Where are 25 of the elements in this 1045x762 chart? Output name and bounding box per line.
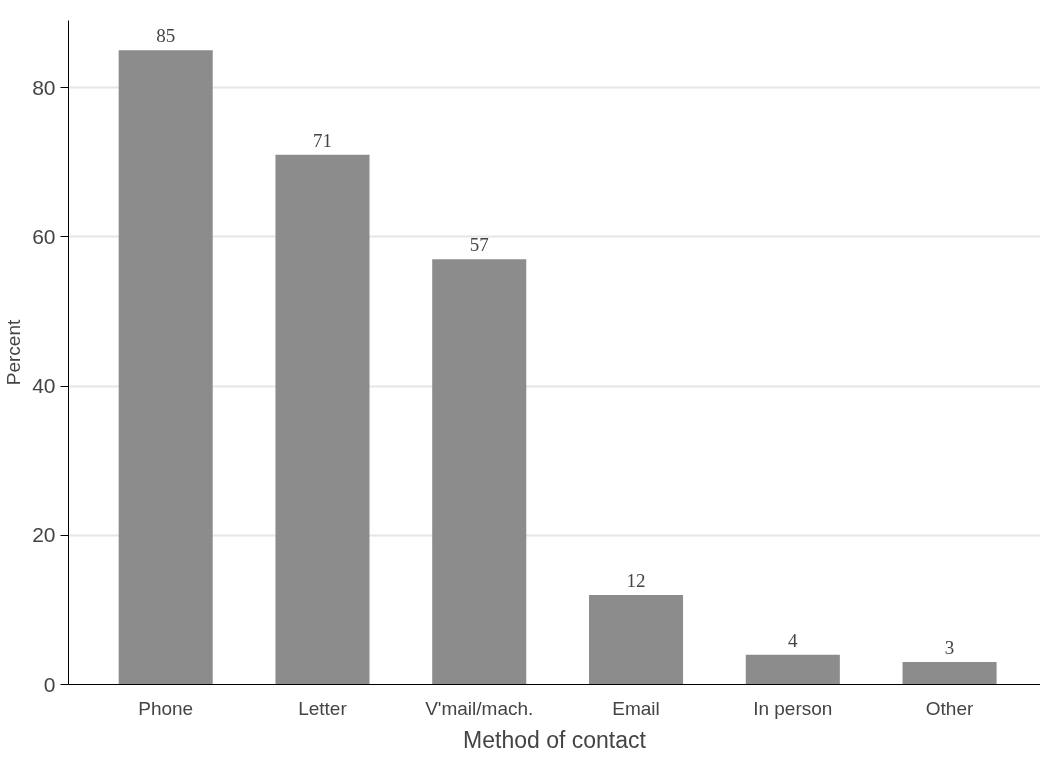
y-tick-label: 20 — [32, 523, 56, 547]
data-label: 4 — [788, 629, 799, 651]
x-tick-label: Phone — [138, 697, 194, 719]
bar — [902, 662, 997, 685]
y-axis-title: Percent — [3, 319, 25, 386]
x-tick-label: Letter — [298, 697, 348, 719]
x-tick-label: In person — [753, 697, 833, 719]
bar — [118, 50, 213, 685]
bar — [275, 154, 370, 685]
x-tick-label: V'mail/mach. — [425, 697, 534, 719]
data-label: 12 — [626, 569, 646, 591]
x-tick-label: Other — [925, 697, 974, 719]
y-tick-label: 60 — [32, 224, 56, 248]
bar — [432, 259, 527, 685]
bar — [745, 654, 840, 685]
data-label: 71 — [312, 129, 332, 151]
data-label: 3 — [944, 637, 955, 659]
y-tick-label: 0 — [43, 672, 56, 696]
data-label: 85 — [156, 25, 176, 47]
y-tick-label: 80 — [32, 75, 56, 99]
bar — [588, 594, 684, 685]
x-tick-label: Email — [612, 697, 660, 719]
data-label: 57 — [469, 234, 489, 256]
x-axis-title: Method of contact — [463, 726, 647, 753]
y-tick-label: 40 — [32, 374, 56, 398]
